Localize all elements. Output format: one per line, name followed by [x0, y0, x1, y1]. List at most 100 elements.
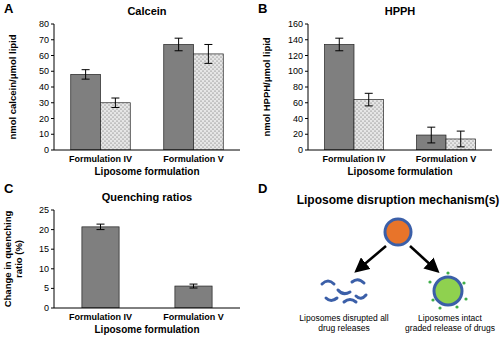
y-tick-label: 20	[293, 129, 303, 139]
y-tick	[51, 308, 54, 309]
fragment	[352, 280, 364, 283]
y-tick-label: 0	[44, 303, 49, 313]
x-axis	[308, 150, 492, 151]
fragment	[338, 290, 350, 294]
error-line	[368, 93, 369, 106]
error-line	[193, 284, 194, 288]
error-bar	[365, 93, 373, 106]
x-tick-label: Formulation IV	[69, 312, 132, 322]
y-tick	[305, 87, 308, 88]
y-tick-label: 100	[288, 66, 303, 76]
text-line: Liposomes intact	[418, 313, 482, 323]
bar-chart: CQuenching ratios0510152025Formulation I…	[2, 181, 241, 335]
y-tick-label: 10	[39, 129, 49, 139]
y-tick	[305, 24, 308, 25]
x-axis-label: Liposome formulation	[95, 324, 200, 335]
plot-marks	[71, 38, 224, 150]
y-tick-label: 120	[288, 51, 303, 61]
bar	[325, 44, 354, 150]
arrow	[360, 246, 386, 268]
text-line: drug releases	[318, 323, 370, 333]
y-tick-label: 15	[39, 244, 49, 254]
error-cap	[457, 146, 465, 147]
panel-label: A	[4, 1, 14, 16]
drug-dot	[438, 306, 441, 309]
arrow	[410, 246, 434, 268]
error-bar	[175, 38, 183, 51]
error-bar	[190, 284, 198, 288]
error-line	[85, 70, 86, 79]
drug-dot	[462, 281, 465, 284]
y-tick	[51, 102, 54, 103]
bar	[194, 54, 224, 150]
y-tick	[305, 55, 308, 56]
error-bar	[97, 224, 105, 229]
figure: ACalcein01020304050607080Formulation IVF…	[0, 0, 500, 341]
outcome-label: Liposomes intactgraded release of drugs	[405, 313, 495, 333]
y-tick	[51, 87, 54, 88]
error-cap	[190, 284, 198, 285]
error-cap	[82, 69, 90, 70]
panel-label: B	[258, 1, 267, 16]
text-line: nmol HPPH/μmol lipid	[261, 37, 272, 136]
text-line: graded release of drugs	[405, 323, 495, 333]
error-line	[178, 38, 179, 51]
error-bar	[82, 70, 90, 79]
x-axis-label: Liposome formulation	[348, 166, 453, 177]
y-tick	[305, 118, 308, 119]
panel-label: D	[258, 181, 267, 196]
error-cap	[111, 98, 119, 99]
error-cap	[97, 224, 105, 225]
bar	[101, 103, 131, 150]
error-bar	[427, 127, 435, 143]
panel-label: C	[4, 181, 14, 196]
bar-chart: ACalcein01020304050607080Formulation IVF…	[4, 1, 240, 177]
error-cap	[427, 142, 435, 143]
error-cap	[365, 93, 373, 94]
y-tick	[51, 55, 54, 56]
y-tick	[51, 288, 54, 289]
y-tick-label: 20	[39, 225, 49, 235]
chart-title: HPPH	[385, 5, 416, 17]
y-tick	[51, 134, 54, 135]
x-axis	[54, 150, 240, 151]
diagram: DLiposome disruption mechanism(s)Liposom…	[258, 181, 499, 333]
fragment	[344, 300, 356, 303]
error-bar	[335, 38, 343, 51]
chart-title: Calcein	[127, 5, 166, 17]
error-cap	[111, 107, 119, 108]
error-cap	[175, 50, 183, 51]
y-tick-label: 5	[44, 283, 49, 293]
y-tick	[51, 268, 54, 269]
y-tick-label: 80	[39, 19, 49, 29]
plot-marks	[325, 38, 476, 150]
error-line	[460, 131, 461, 147]
error-cap	[82, 79, 90, 80]
text-line: Liposomes disrupted all	[299, 313, 388, 323]
error-cap	[97, 229, 105, 230]
error-line	[339, 38, 340, 51]
fragment	[356, 295, 366, 298]
x-tick-label: Formulation V	[163, 312, 224, 322]
y-axis	[54, 210, 55, 308]
error-bar	[111, 98, 119, 107]
error-line	[100, 224, 101, 229]
y-tick-label: 160	[288, 19, 303, 29]
error-line	[115, 98, 116, 107]
y-tick	[51, 210, 54, 211]
y-tick	[51, 249, 54, 250]
error-cap	[427, 127, 435, 128]
y-tick-label: 0	[298, 145, 303, 155]
drug-dot	[455, 305, 458, 308]
y-tick-label: 50	[39, 66, 49, 76]
y-tick	[51, 71, 54, 72]
bar	[175, 286, 212, 308]
y-tick-label: 0	[44, 145, 49, 155]
outcome-label: Liposomes disrupted alldrug releases	[299, 313, 388, 333]
y-tick-label: 20	[39, 114, 49, 124]
fragment	[326, 298, 337, 301]
liposome-intact	[434, 277, 462, 305]
y-tick-label: 40	[293, 114, 303, 124]
error-line	[208, 44, 209, 63]
error-cap	[335, 50, 343, 51]
